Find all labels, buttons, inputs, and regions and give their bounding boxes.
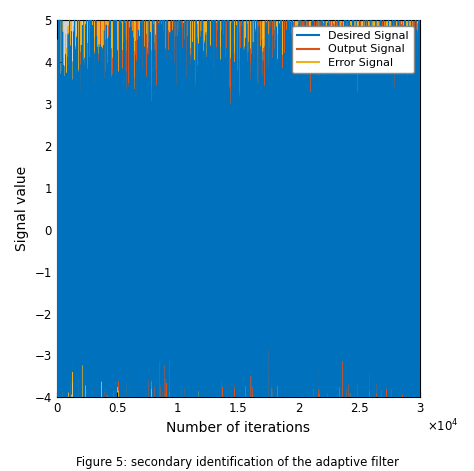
Text: Figure 5: secondary identification of the adaptive filter: Figure 5: secondary identification of th… bbox=[75, 455, 399, 469]
Output Signal bbox=[417, 210, 423, 216]
Output Signal bbox=[93, 248, 99, 253]
Error Signal bbox=[54, 203, 60, 208]
Line: Error Signal: Error Signal bbox=[57, 0, 420, 471]
Line: Output Signal: Output Signal bbox=[57, 0, 420, 471]
Output Signal bbox=[141, 168, 147, 173]
Output Signal bbox=[134, 142, 139, 147]
Output Signal bbox=[65, 225, 71, 231]
Output Signal bbox=[369, 299, 374, 305]
Line: Desired Signal: Desired Signal bbox=[57, 0, 420, 471]
Output Signal bbox=[246, 212, 252, 218]
Error Signal bbox=[93, 177, 99, 183]
Desired Signal bbox=[141, 253, 147, 259]
Desired Signal bbox=[369, 255, 374, 260]
Error Signal bbox=[65, 77, 71, 83]
Error Signal bbox=[246, 209, 252, 215]
Output Signal bbox=[54, 229, 60, 235]
Desired Signal bbox=[417, 175, 423, 181]
Desired Signal bbox=[93, 198, 99, 204]
Legend: Desired Signal, Output Signal, Error Signal: Desired Signal, Output Signal, Error Sig… bbox=[292, 25, 414, 73]
Desired Signal bbox=[134, 153, 139, 158]
X-axis label: Number of iterations: Number of iterations bbox=[166, 421, 310, 435]
Error Signal bbox=[134, 237, 139, 243]
Text: $\times10^{4}$: $\times10^{4}$ bbox=[427, 418, 459, 435]
Error Signal bbox=[141, 312, 147, 317]
Error Signal bbox=[369, 269, 374, 275]
Desired Signal bbox=[65, 75, 71, 81]
Desired Signal bbox=[246, 271, 252, 276]
Desired Signal bbox=[54, 205, 60, 211]
Error Signal bbox=[417, 192, 423, 197]
Y-axis label: Signal value: Signal value bbox=[15, 166, 29, 251]
